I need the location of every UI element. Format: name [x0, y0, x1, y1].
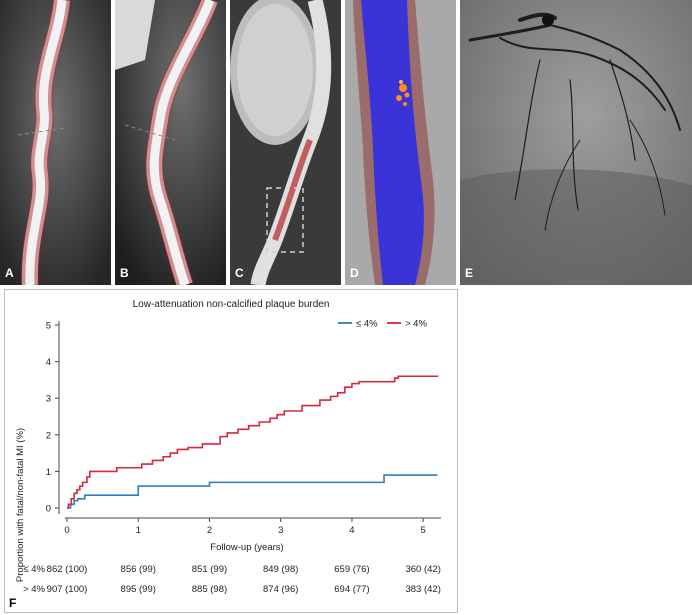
y-axis-label: Proportion with fatal/non-fatal MI (%)	[15, 428, 26, 582]
risk-row-label: ≤ 4%	[23, 564, 45, 575]
y-tick-label: 3	[46, 394, 51, 405]
risk-cell: 383 (42)	[405, 584, 440, 595]
km-chart-svg: Low-attenuation non-calcified plaque bur…	[15, 299, 441, 595]
panel-f-letter: F	[9, 596, 17, 610]
risk-cell: 895 (99)	[121, 584, 156, 595]
y-tick-label: 1	[46, 467, 51, 478]
y-tick-label: 2	[46, 430, 51, 441]
x-axis-label: Follow-up (years)	[210, 542, 283, 553]
risk-cell: 907 (100)	[47, 584, 88, 595]
panel-c-ct-image: C	[230, 0, 341, 285]
series-line-high	[67, 375, 439, 509]
x-tick-label: 0	[64, 525, 69, 536]
panel-a-ct-image: A	[0, 0, 111, 285]
risk-cell: 862 (100)	[47, 564, 88, 575]
y-tick-label: 4	[46, 357, 51, 368]
panel-d-graphic	[345, 0, 456, 285]
panel-f-chart: Low-attenuation non-calcified plaque bur…	[4, 289, 458, 613]
legend-label: ≤ 4%	[356, 319, 378, 330]
y-tick-label: 0	[46, 504, 51, 515]
x-tick-label: 2	[207, 525, 212, 536]
risk-cell: 694 (77)	[334, 584, 369, 595]
legend-label: > 4%	[405, 319, 427, 330]
chart-title: Low-attenuation non-calcified plaque bur…	[133, 299, 330, 310]
panel-d-letter: D	[350, 266, 359, 280]
panel-b-letter: B	[120, 266, 129, 280]
panel-d-3d-rendering: D	[345, 0, 456, 285]
chart-series	[67, 375, 439, 509]
panel-a-letter: A	[5, 266, 14, 280]
risk-cell: 851 (99)	[192, 564, 227, 575]
risk-row-label: > 4%	[23, 584, 45, 595]
x-tick-label: 1	[136, 525, 141, 536]
x-tick-label: 4	[349, 525, 354, 536]
risk-table: ≤ 4% 862 (100) 856 (99) 851 (99) 849 (98) 659…	[23, 564, 441, 595]
risk-cell: 874 (96)	[263, 584, 298, 595]
risk-cell: 360 (42)	[405, 564, 440, 575]
chart-axes: 0 1 2 3 4 5 0 1 2 3 4 5	[46, 321, 441, 536]
risk-cell: 885 (98)	[192, 584, 227, 595]
panel-e-angiogram: E	[460, 0, 692, 285]
panel-b-graphic	[115, 0, 226, 285]
risk-cell: 849 (98)	[263, 564, 298, 575]
panel-c-letter: C	[235, 266, 244, 280]
x-tick-label: 5	[421, 525, 426, 536]
risk-cell: 856 (99)	[121, 564, 156, 575]
panel-b-ct-image: B	[115, 0, 226, 285]
y-tick-label: 5	[46, 321, 51, 332]
risk-cell: 659 (76)	[334, 564, 369, 575]
series-line-low	[67, 474, 438, 509]
chart-legend: ≤ 4% > 4%	[338, 319, 427, 330]
x-tick-label: 3	[278, 525, 283, 536]
panel-c-graphic	[230, 0, 341, 285]
calcium-spots	[396, 80, 410, 106]
panel-e-letter: E	[465, 266, 474, 280]
panel-e-graphic	[460, 0, 692, 285]
panel-a-graphic	[0, 0, 111, 285]
